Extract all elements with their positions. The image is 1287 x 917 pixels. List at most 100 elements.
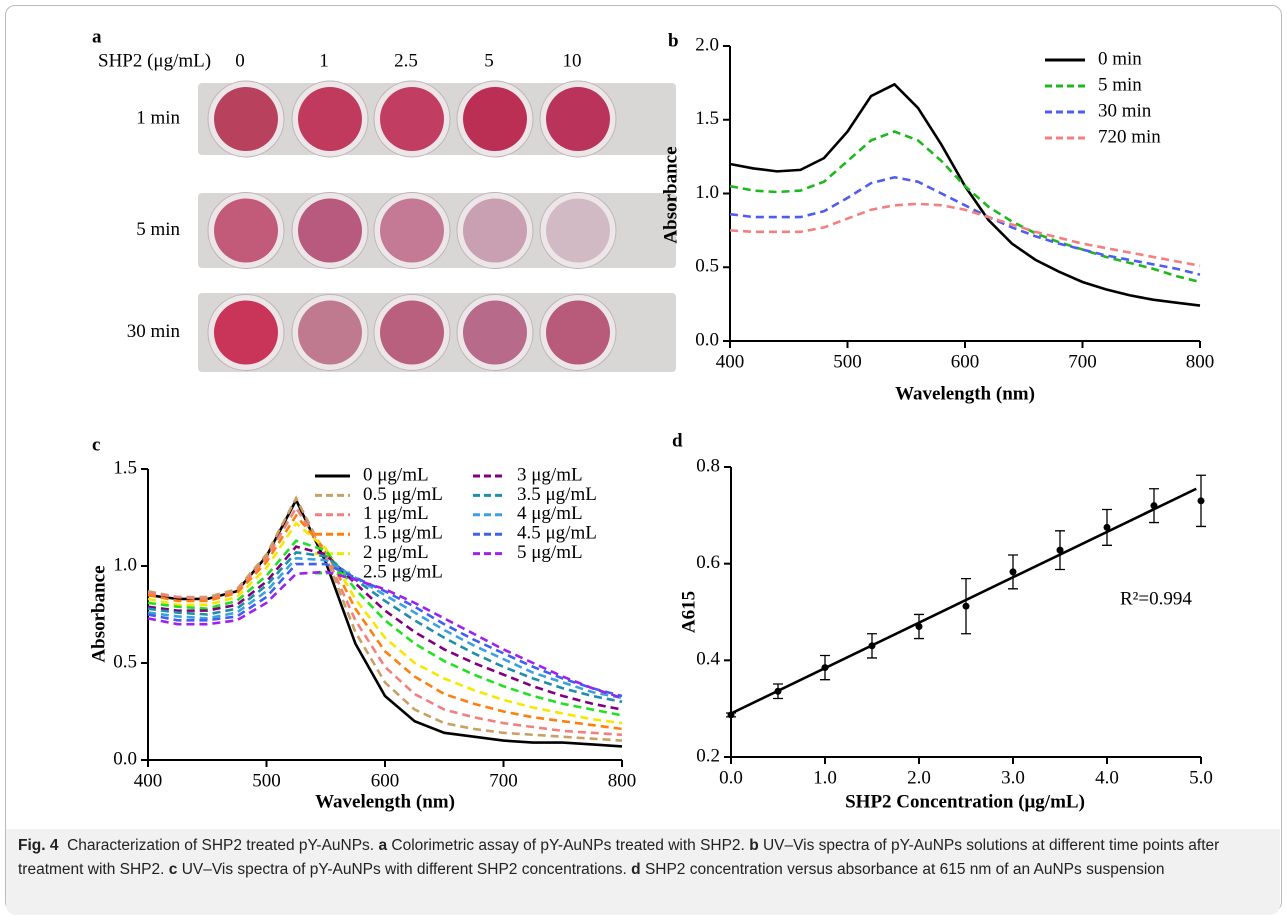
x-axis-title: Wavelength (nm) [315,791,455,812]
figure: a SHP2 (μg/mL) 0 1 2.5 5 10 1 min 5 min 30 min b… [88,26,1215,812]
panel-label: a [92,26,102,47]
annotation: R²=0.994 [1120,588,1192,609]
panel-label: c [92,434,100,455]
legend-label: 0 μg/mL [363,464,429,485]
x-tick-label: 700 [489,770,518,791]
caption-text: UV–Vis spectra of pY-AuNPs with differen… [181,861,627,878]
y-tick-label: 0.0 [695,329,719,350]
series-line [147,513,623,731]
y-tick-label: 0.2 [696,745,720,766]
series-line [729,130,1201,284]
column-label: 2.5 [394,50,418,71]
legend-label: 4.5 μg/mL [517,523,597,544]
series-line [147,539,623,717]
x-tick-label: 2.0 [907,767,931,788]
legend-label: 3.5 μg/mL [517,484,597,505]
legend-label: 30 min [1098,100,1152,121]
legend-label: 1.5 μg/mL [363,523,443,544]
y-tick-label: 1.5 [113,457,137,478]
x-tick-label: 400 [716,351,745,372]
data-point [1103,523,1111,531]
data-point [1150,502,1158,510]
x-axis-title: Wavelength (nm) [895,383,1035,404]
y-tick-label: 0.6 [696,552,720,573]
series-line [729,202,1201,268]
series-line [147,505,623,737]
series-line [729,175,1201,276]
x-tick-label: 400 [134,770,163,791]
x-tick-label: 800 [608,770,637,791]
y-tick-label: 0.5 [113,651,137,672]
caption-title: Characterization of SHP2 treated pY-AuNP… [67,837,375,854]
well [463,198,527,263]
x-tick-label: 5.0 [1189,767,1213,788]
data-point [1009,568,1017,576]
caption-text: Colorimetric assay of pY-AuNPs treated w… [391,837,745,854]
legend-label: 4 μg/mL [517,503,583,524]
data-point [1197,497,1205,505]
x-tick-label: 1.0 [813,767,837,788]
series-line [147,556,623,700]
well [463,87,527,151]
fit-line [730,487,1197,715]
series-line [147,521,623,725]
x-tick-label: 600 [951,351,980,372]
caption-letter: a [378,837,388,854]
legend-label: 0 min [1098,48,1142,69]
y-tick-label: 1.5 [695,108,719,129]
y-axis-title: Absorbance [660,146,681,243]
x-tick-label: 0.0 [719,767,743,788]
caption-letter: d [631,861,641,878]
y-tick-label: 1.0 [113,554,137,575]
well [380,300,444,365]
legend-label: 720 min [1098,126,1161,147]
x-tick-label: 800 [1186,351,1215,372]
y-tick-label: 0.5 [695,256,719,277]
column-label: 0 [235,50,245,71]
caption-letter: b [749,837,759,854]
column-label: 5 [484,50,494,71]
data-point [1056,546,1064,554]
well [380,198,444,263]
legend-label: 0.5 μg/mL [363,484,443,505]
series-line [147,562,623,698]
well [214,87,278,151]
data-point [727,711,735,719]
row-label: 5 min [136,219,180,240]
panel-label: b [668,30,679,51]
x-tick-label: 600 [371,770,400,791]
figure-number: Fig. 4 [18,837,59,854]
x-tick-label: 500 [252,770,281,791]
data-point [962,602,970,610]
y-tick-label: 2.0 [695,34,719,55]
well [546,300,610,365]
well [298,300,362,365]
column-header: SHP2 (μg/mL) [98,50,211,71]
legend-label: 5 min [1098,74,1142,95]
panel-label: d [672,430,683,451]
x-tick-label: 700 [1068,351,1097,372]
caption-letter: c [168,861,178,878]
caption-text: UV–Vis spectra of pY-AuNPs solutions at … [18,837,1220,878]
legend-label: 5 μg/mL [517,542,583,563]
x-tick-label: 3.0 [1001,767,1025,788]
well [546,198,610,263]
row-label: 30 min [127,321,181,342]
well [380,87,444,151]
y-tick-label: 1.0 [695,182,719,203]
series-line [147,495,623,742]
data-point [868,642,876,650]
series-line [147,551,623,704]
well [298,198,362,263]
data-point [774,687,782,695]
well [546,87,610,151]
legend-label: 2 μg/mL [363,542,429,563]
column-label: 1 [319,50,329,71]
x-tick-label: 500 [833,351,862,372]
y-tick-label: 0.0 [113,748,137,769]
data-point [915,623,923,630]
legend-label: 2.5 μg/mL [363,561,443,582]
y-tick-label: 0.4 [696,649,720,670]
legend-label: 3 μg/mL [517,464,583,485]
column-label: 10 [563,50,582,71]
